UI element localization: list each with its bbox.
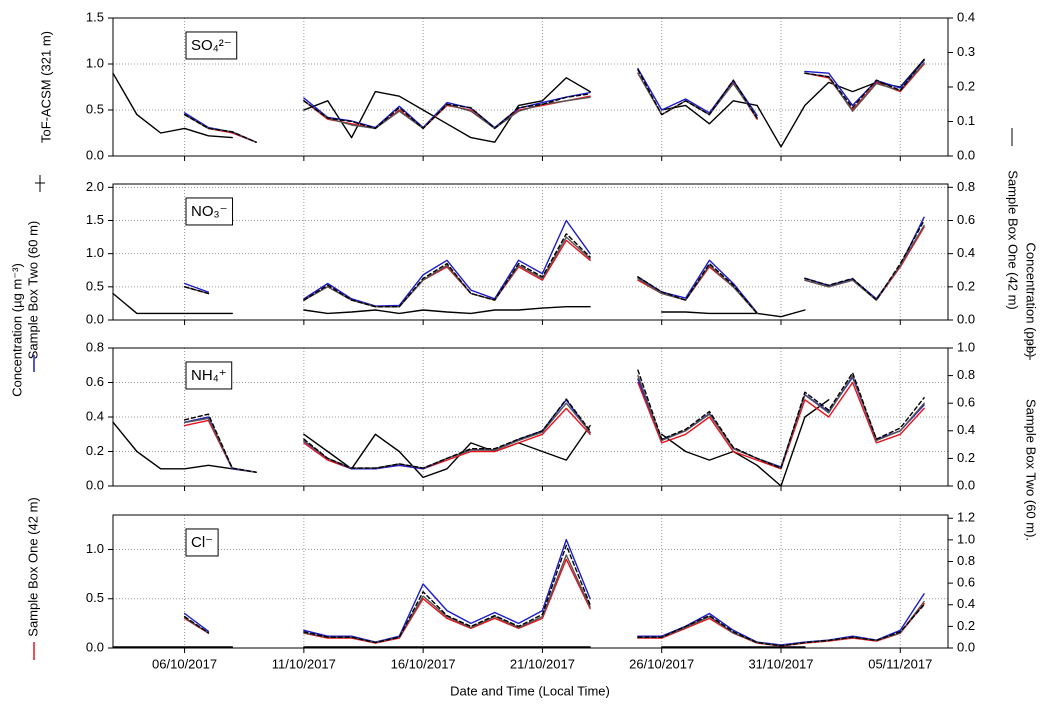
y-tick-label: 1.0 <box>86 245 104 260</box>
y2-tick-label: 0.1 <box>957 113 975 128</box>
panel-title: NH₄⁺ <box>191 367 227 384</box>
y2-tick-label: 0.2 <box>957 278 975 293</box>
x-axis-label: Date and Time (Local Time) <box>450 683 610 698</box>
panel-title-box <box>185 31 238 60</box>
data-line <box>183 376 925 473</box>
data-line <box>183 554 925 647</box>
y2-tick-label: 0.4 <box>957 596 975 611</box>
right-axis-labels: Sample Box One (42 m) Concentration (ppb… <box>1006 128 1039 541</box>
y2-tick-label: 0.6 <box>957 575 975 590</box>
plot-frame <box>112 514 949 649</box>
left-axis-labels: ToF-ACSM (321 m) Concentration (µg m⁻³) … <box>9 31 53 660</box>
data-line <box>183 219 925 315</box>
y-tick-label: 0.4 <box>86 408 104 423</box>
y-axis-label: ToF-ACSM (321 m) <box>38 31 53 143</box>
y2-tick-label: 0.2 <box>957 450 975 465</box>
y-tick-label: 0.5 <box>86 590 104 605</box>
data-line <box>183 369 925 473</box>
y2-tick-label: 0.8 <box>957 179 975 194</box>
y2-tick-label: 0.4 <box>957 245 975 260</box>
x-tick-label: 05/11/2017 <box>868 656 932 671</box>
y2-tick-label: 0.6 <box>957 212 975 227</box>
y-axis-label: Concentration (µg m⁻³) <box>9 263 24 397</box>
y2-axis-label: Sample Box One (42 m) <box>1006 170 1021 309</box>
data-line <box>183 558 925 647</box>
y-tick-label: 0.0 <box>86 311 104 326</box>
x-tick-label: 31/10/2017 <box>748 656 813 671</box>
panel-title: NO₃⁻ <box>191 203 228 220</box>
data-line <box>183 374 925 473</box>
data-line <box>183 381 925 473</box>
data-line <box>183 544 925 647</box>
y-tick-label: 1.0 <box>86 541 104 556</box>
y2-tick-label: 0.2 <box>957 618 975 633</box>
x-tick-label: 21/10/2017 <box>510 656 575 671</box>
y-tick-label: 1.5 <box>86 9 104 24</box>
y-tick-label: 2.0 <box>86 179 104 194</box>
y2-tick-label: 0.2 <box>957 78 975 93</box>
y2-tick-label: 0.8 <box>957 553 975 568</box>
x-tick-label: 06/10/2017 <box>152 656 217 671</box>
y2-axis-label: Sample Box Two (60 m). <box>1024 399 1039 541</box>
y-tick-label: 0.6 <box>86 374 104 389</box>
panel-title-box <box>185 197 234 226</box>
x-tick-label: 26/10/2017 <box>629 656 694 671</box>
plot-frame <box>112 347 949 487</box>
y2-tick-label: 1.0 <box>957 339 975 354</box>
data-line <box>183 224 925 315</box>
plot-frame <box>112 17 949 157</box>
data-line <box>112 292 806 318</box>
y-tick-label: 1.0 <box>86 55 104 70</box>
y-tick-label: 0.8 <box>86 339 104 354</box>
x-tick-label: 16/10/2017 <box>391 656 456 671</box>
y-tick-label: 0.2 <box>86 443 104 458</box>
y-axis-label: Sample Box Two (60 m) <box>25 221 40 359</box>
y-tick-label: 1.5 <box>86 212 104 227</box>
y2-tick-label: 0.0 <box>957 477 975 492</box>
y2-tick-label: 1.2 <box>957 510 975 525</box>
data-line <box>183 58 925 143</box>
data-line <box>183 216 925 314</box>
y-axis-label: Sample Box One (42 m) <box>25 497 40 636</box>
y-tick-label: 0.0 <box>86 639 104 654</box>
data-line <box>112 58 925 148</box>
y2-tick-label: 0.6 <box>957 395 975 410</box>
y-tick-label: 0.0 <box>86 477 104 492</box>
panel-title-box <box>185 528 219 557</box>
data-line <box>183 538 925 646</box>
y2-tick-label: 0.4 <box>957 9 975 24</box>
y2-tick-label: 0.8 <box>957 367 975 382</box>
y2-tick-label: 0.0 <box>957 639 975 654</box>
y-tick-label: 0.0 <box>86 147 104 162</box>
data-line <box>183 226 925 315</box>
y2-tick-label: 1.0 <box>957 531 975 546</box>
panel-title: SO₄²⁻ <box>191 37 232 54</box>
y-tick-label: 0.5 <box>86 101 104 116</box>
y-tick-label: 0.5 <box>86 278 104 293</box>
y2-tick-label: 0.0 <box>957 311 975 326</box>
panel-title: Cl⁻ <box>191 534 213 551</box>
y2-axis-label: Concentration (ppb) <box>1024 243 1039 358</box>
y2-tick-label: 0.0 <box>957 147 975 162</box>
x-tick-label: 11/10/2017 <box>272 656 336 671</box>
data-line <box>183 59 925 143</box>
panel-title-box <box>185 361 233 390</box>
y2-tick-label: 0.3 <box>957 44 975 59</box>
y2-tick-label: 0.4 <box>957 422 975 437</box>
plot-frame <box>112 183 949 321</box>
